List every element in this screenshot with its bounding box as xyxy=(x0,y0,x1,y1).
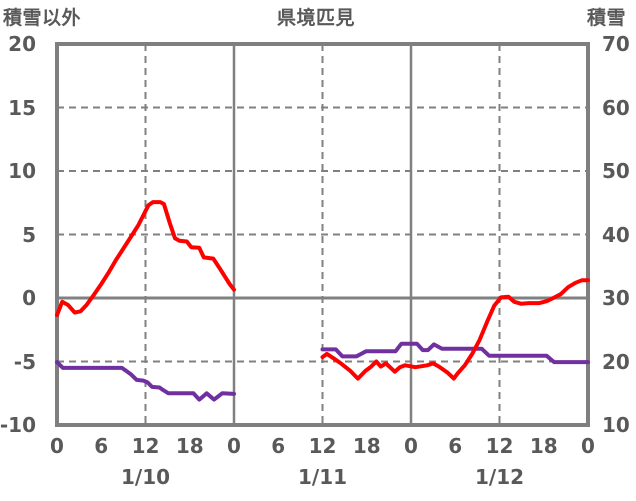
x-axis-hour-label: 0 xyxy=(581,434,595,458)
x-axis-hour-label: 18 xyxy=(529,434,558,458)
plot-border xyxy=(55,42,590,427)
right-axis-title: 積雪 xyxy=(586,7,626,29)
left-axis-tick-label: 15 xyxy=(8,95,36,120)
snow-depth-line-segment xyxy=(55,360,236,402)
temperature-line-segment xyxy=(320,278,590,381)
right-axis-tick-label: 50 xyxy=(602,159,630,183)
left-axis-tick-label: -10 xyxy=(0,413,36,437)
left-axis-tick-label: -5 xyxy=(13,349,36,374)
x-axis-date-label: 1/11 xyxy=(297,465,348,489)
x-axis-date-label: 1/10 xyxy=(120,465,171,489)
chart-title: 県境匹見 xyxy=(277,7,356,29)
right-axis-tick-label: 70 xyxy=(602,32,630,56)
x-axis-hour-label: 12 xyxy=(308,434,337,458)
x-axis-hour-label: 12 xyxy=(485,434,514,458)
left-axis-tick-label: 20 xyxy=(8,32,36,56)
right-axis-tick-label: 30 xyxy=(602,286,630,310)
x-axis-hour-label: 12 xyxy=(131,434,160,458)
right-axis-tick-label: 60 xyxy=(602,95,630,120)
x-axis-hour-label: 6 xyxy=(94,434,109,458)
x-axis-hour-label: 0 xyxy=(404,434,418,458)
x-axis-hour-label: 6 xyxy=(271,434,286,458)
right-axis-tick-label: 10 xyxy=(602,413,630,437)
right-axis-tick-label: 40 xyxy=(602,222,630,247)
left-axis-title: 積雪以外 xyxy=(3,7,82,29)
snow-depth-line-segment xyxy=(320,341,590,365)
x-axis-hour-label: 18 xyxy=(352,434,381,458)
temperature-line-segment xyxy=(55,200,236,318)
left-axis-tick-label: 0 xyxy=(22,286,36,310)
x-axis-date-label: 1/12 xyxy=(474,465,525,489)
x-axis-hour-label: 0 xyxy=(50,434,64,458)
left-axis-tick-label: 5 xyxy=(22,222,36,247)
right-axis-tick-label: 20 xyxy=(602,349,630,374)
left-axis-tick-label: 10 xyxy=(8,159,36,183)
x-axis-hour-label: 0 xyxy=(227,434,241,458)
x-axis-hour-label: 18 xyxy=(175,434,204,458)
x-axis-hour-label: 6 xyxy=(448,434,463,458)
